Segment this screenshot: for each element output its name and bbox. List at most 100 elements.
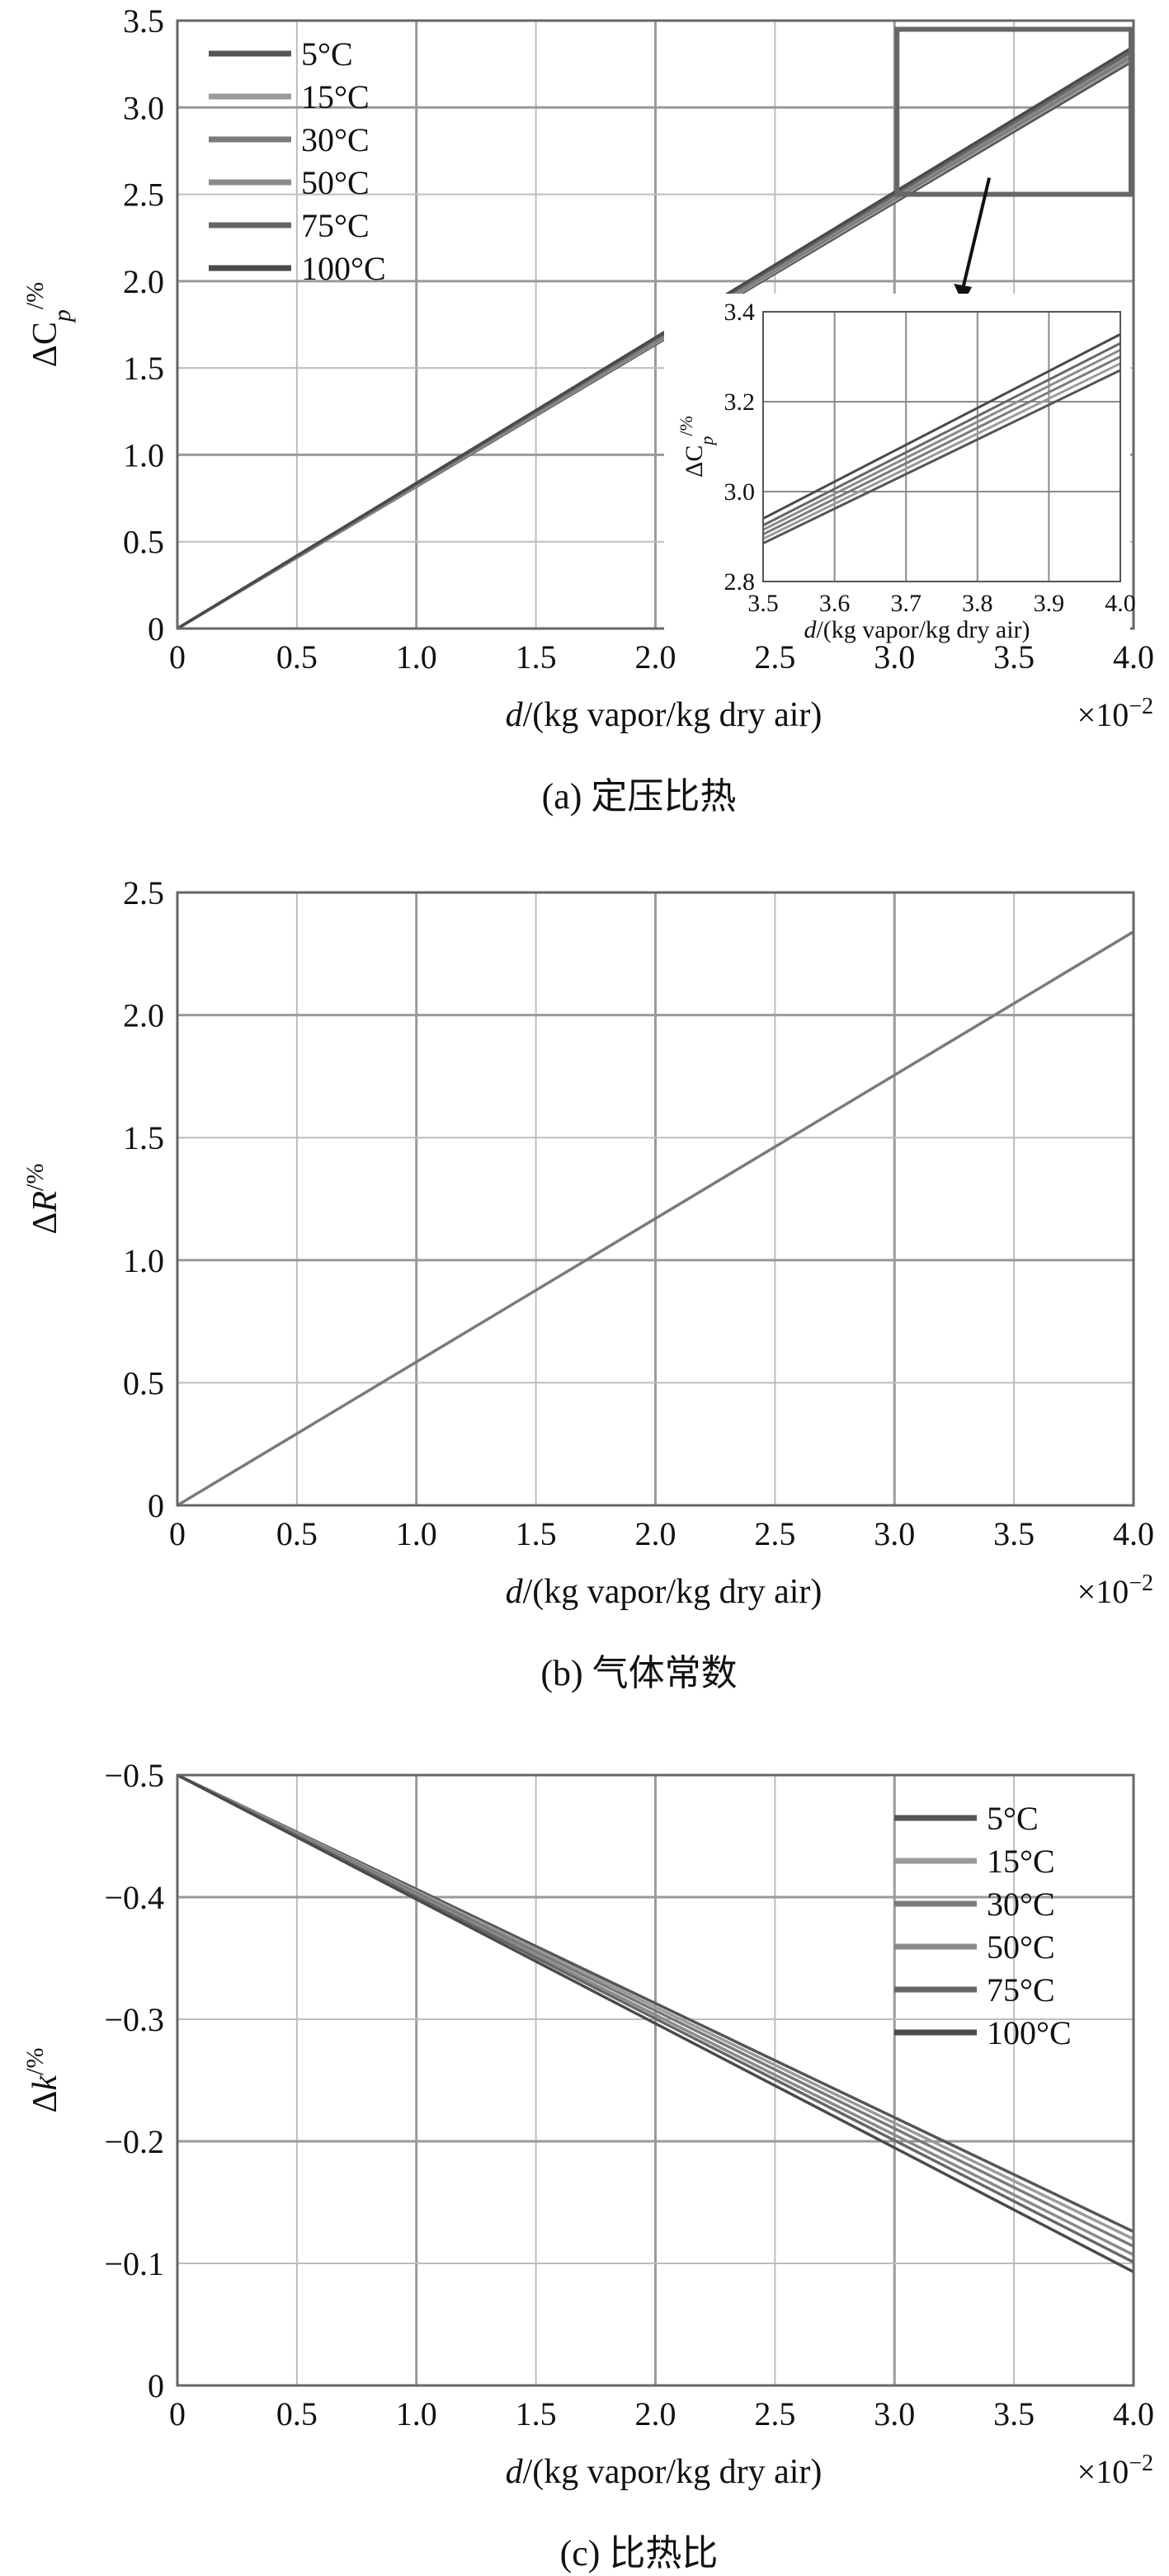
y-tick-label: −0.3 (104, 2001, 164, 2038)
legend-label: 5°C (987, 1800, 1039, 1837)
inset-x-tick-label: 3.9 (1034, 590, 1065, 617)
series-line (177, 1773, 1134, 2273)
x-tick-label: 1.0 (396, 638, 437, 676)
chart-a-inset-series (762, 332, 1121, 545)
chart-a-ylabel: ΔCp/% (21, 282, 76, 367)
y-tick-label: 2.5 (123, 874, 164, 911)
chart-c-ylabel: Δk/% (21, 2048, 65, 2113)
y-tick-label: 1.0 (123, 1242, 164, 1279)
chart-c-series (177, 1773, 1134, 2273)
inset-y-tick-label: 3.2 (724, 389, 756, 416)
inset-y-tick-label: 3.0 (724, 478, 756, 506)
chart-c-frame (176, 1773, 1135, 2387)
chart-a-xscale: ×10−2 (1077, 694, 1153, 734)
legend-label: 5°C (301, 35, 353, 73)
chart-a-inset-xlabel: d/(kg vapor/kg dry air) (804, 616, 1030, 643)
series-line (177, 1773, 1134, 2264)
chart-b-caption: (b) 气体常数 (540, 1653, 737, 1693)
y-tick-label: 1.5 (123, 350, 164, 387)
series-line (177, 930, 1134, 1507)
chart-c-xscale: ×10−2 (1077, 2451, 1153, 2491)
x-tick-label: 3.0 (874, 1515, 915, 1552)
chart-a-inset-yticks: 2.8 3.0 3.2 3.4 (724, 299, 756, 596)
y-tick-label: −0.5 (104, 1757, 164, 1794)
chart-a-caption: (a) 定压比热 (542, 776, 737, 817)
inset-series-line (762, 356, 1121, 536)
inset-x-tick-label: 3.6 (819, 590, 851, 617)
legend-label: 15°C (301, 78, 370, 115)
legend-label: 15°C (987, 1843, 1055, 1880)
y-tick-label: 3.0 (123, 89, 164, 126)
inset-x-tick-label: 3.7 (890, 590, 922, 617)
inset-series-line (762, 341, 1121, 527)
y-tick-label: 1.0 (123, 436, 164, 473)
y-tick-label: 0 (148, 1487, 164, 1524)
chart-a-inset-ylabel: ΔCp/% (676, 416, 717, 478)
legend-label: 75°C (987, 1971, 1055, 2009)
legend-label: 50°C (301, 164, 370, 201)
chart-c-xlabel: d/(kg vapor/kg dry air) (506, 2453, 823, 2491)
x-tick-label: 2.5 (754, 1515, 795, 1552)
chart-a-xticks: 0 0.5 1.0 1.5 2.0 2.5 3.0 3.5 4.0 (169, 638, 1154, 676)
x-tick-label: 3.5 (993, 1515, 1035, 1552)
x-tick-label: 4.0 (1113, 1515, 1154, 1552)
chart-a: 0 0.5 1.0 1.5 2.0 2.5 3.0 3.5 4.0 0 0.5 1.0 1.5 2.0 2… (21, 2, 1155, 817)
chart-b-xlabel: d/(kg vapor/kg dry air) (506, 1573, 823, 1611)
legend-label: 100°C (301, 250, 386, 287)
y-tick-label: 3.5 (123, 2, 164, 40)
inset-y-tick-label: 3.4 (724, 299, 756, 326)
inset-x-tick-label: 3.5 (747, 590, 779, 617)
x-tick-label: 2.0 (635, 1515, 676, 1552)
y-tick-label: 2.0 (123, 263, 164, 300)
chart-c-xticks: 0 0.5 1.0 1.5 2.0 2.5 3.0 3.5 4.0 (169, 2395, 1154, 2432)
chart-b-yticks: 0 0.5 1.0 1.5 2.0 2.5 (123, 874, 164, 1524)
inset-series-line (762, 348, 1121, 531)
series-line (177, 45, 1134, 630)
y-tick-label: 1.5 (123, 1119, 164, 1156)
x-tick-label: 0 (169, 1515, 186, 1552)
inset-series-line (762, 332, 1121, 520)
chart-b-frame (176, 891, 1135, 1507)
inset-series-line (762, 369, 1121, 545)
x-tick-label: 0 (169, 2395, 186, 2432)
chart-a-series (177, 45, 1134, 630)
chart-a-xlabel: d/(kg vapor/kg dry air) (506, 696, 823, 734)
chart-b-ylabel: ΔR/% (21, 1164, 65, 1235)
chart-a-frame (176, 19, 1135, 630)
y-tick-label: 0.5 (123, 524, 164, 561)
chart-a-inset-frame (762, 311, 1121, 582)
y-tick-label: −0.1 (104, 2245, 164, 2282)
chart-b: 0 0.5 1.0 1.5 2.0 2.5 3.0 3.5 4.0 0 0.5 1.0 1.5 2.0 2… (21, 874, 1155, 1693)
inset-x-tick-label: 4.0 (1105, 590, 1136, 617)
x-tick-label: 0 (169, 638, 186, 676)
chart-a-yticks: 0 0.5 1.0 1.5 2.0 2.5 3.0 3.5 (123, 2, 164, 648)
x-tick-label: 0.5 (276, 638, 318, 676)
x-tick-label: 3.0 (874, 2395, 915, 2432)
y-tick-label: 0 (148, 610, 164, 648)
x-tick-label: 2.5 (754, 2395, 795, 2432)
inset-y-tick-label: 2.8 (724, 568, 756, 596)
chart-c-yticks: 0 −0.1 −0.2 −0.3 −0.4 −0.5 (104, 1757, 164, 2404)
chart-a-legend: 5°C 15°C 30°C 50°C 75°C 100°C (209, 35, 386, 287)
chart-b-grid (176, 892, 1135, 1507)
chart-a-inset: 3.5 3.6 3.7 3.8 3.9 4.0 2.8 3.0 3.2 3.4 ΔCp/% d/… (664, 294, 1136, 646)
y-tick-label: −0.4 (104, 1879, 164, 1916)
legend-label: 50°C (987, 1928, 1055, 1966)
chart-c-legend: 5°C 15°C 30°C 50°C 75°C 100°C (894, 1800, 1072, 2051)
x-tick-label: 1.0 (396, 1515, 437, 1552)
chart-b-xscale: ×10−2 (1077, 1571, 1153, 1611)
x-tick-label: 2.0 (635, 2395, 676, 2432)
legend-label: 30°C (301, 121, 370, 158)
x-tick-label: 3.5 (993, 2395, 1035, 2432)
inset-series-line (762, 362, 1121, 540)
chart-c-caption: (c) 比热比 (560, 2533, 719, 2574)
inset-x-tick-label: 3.8 (962, 590, 993, 617)
y-tick-label: 2.0 (123, 997, 164, 1034)
x-tick-label: 4.0 (1113, 2395, 1154, 2432)
y-tick-label: 0 (148, 2367, 164, 2404)
chart-a-inset-xticks: 3.5 3.6 3.7 3.8 3.9 4.0 (747, 590, 1136, 617)
y-tick-label: 0.5 (123, 1364, 164, 1401)
x-tick-label: 0.5 (276, 2395, 318, 2432)
x-tick-label: 0.5 (276, 1515, 318, 1552)
